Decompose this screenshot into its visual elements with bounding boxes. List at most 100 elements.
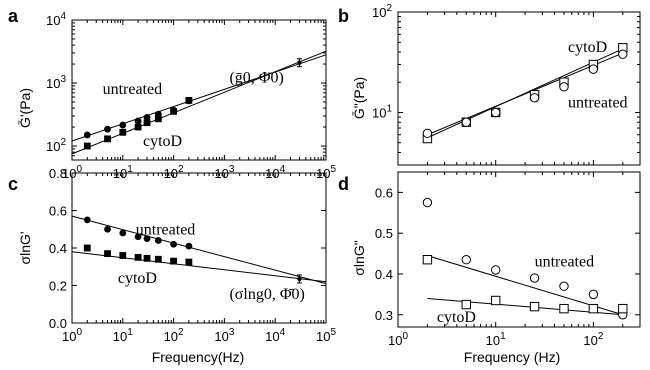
data-point-cytoD	[588, 303, 599, 314]
data-point-cytoD	[143, 119, 151, 127]
ylabel-b: Ḡ"(Pa)	[351, 77, 367, 119]
y-tick-label: 102	[372, 3, 392, 20]
data-point-cytoD	[134, 253, 142, 261]
panel-c: 100 101 102 103 104 1050.00.20.40.60.8(σlng0,…	[49, 166, 337, 344]
annotation-untreated: untreated	[568, 95, 628, 112]
data-point-untreated	[618, 49, 628, 59]
special-point-label: (ḡ0, Φ̄0)	[229, 70, 283, 87]
data-point-cytoD	[422, 254, 433, 265]
ylabel-d: σlnG"	[351, 240, 367, 275]
data-point-cytoD	[185, 258, 193, 266]
x-tick-label: 103	[214, 327, 234, 344]
panel-letter-a: a	[8, 6, 19, 26]
data-point-untreated	[104, 125, 111, 133]
data-point-untreated	[559, 281, 569, 291]
data-point-cytoD	[529, 301, 540, 312]
data-point-cytoD	[154, 255, 162, 263]
data-point-cytoD	[143, 254, 151, 262]
annotation-cytoD: cytoD	[437, 309, 476, 326]
annotation-untreated: untreated	[136, 221, 196, 238]
annotation-cytoD: cytoD	[143, 133, 182, 150]
ylabel-a: Ḡ'(Pa)	[17, 88, 33, 128]
data-point-untreated	[143, 113, 151, 121]
data-point-untreated	[461, 254, 471, 265]
data-point-untreated	[104, 225, 111, 233]
data-point-untreated	[588, 64, 599, 74]
data-point-untreated	[529, 93, 540, 103]
panel-d: 100 101 102 0.3 0.4 0.5 0.6 untreated cytoD	[375, 171, 641, 348]
data-point-cytoD	[104, 250, 111, 258]
data-point-untreated	[529, 273, 540, 283]
data-point-untreated	[83, 131, 91, 139]
special-point	[297, 276, 302, 282]
y-tick-label: 101	[372, 103, 392, 120]
data-point-cytoD	[461, 299, 471, 310]
data-point-untreated	[422, 128, 433, 139]
data-point-cytoD	[170, 107, 177, 115]
data-point-cytoD	[618, 303, 628, 314]
panel-letter-d: d	[338, 174, 349, 194]
y-tick-label: 104	[46, 11, 66, 28]
data-point-untreated	[185, 242, 193, 250]
data-point-cytoD	[104, 135, 111, 143]
data-point-cytoD	[154, 115, 162, 123]
x-tick-label: 102	[583, 331, 603, 348]
y-tick-label: 103	[46, 74, 66, 91]
y-tick-label: 0.8	[49, 166, 67, 181]
x-tick-label: 101	[113, 327, 133, 344]
data-point-cytoD	[559, 303, 569, 314]
data-point-cytoD	[119, 252, 127, 259]
y-tick-label: 0.5	[375, 226, 393, 241]
data-point-cytoD	[83, 244, 91, 252]
x-tick-label: 105	[316, 327, 336, 344]
y-tick-label: 0.6	[375, 185, 393, 200]
data-point-untreated	[83, 216, 91, 224]
y-tick-label: 0.4	[375, 267, 393, 282]
data-point-cytoD	[83, 142, 91, 150]
fit-line-cytoD	[71, 251, 327, 283]
fit-line-untreated	[71, 54, 327, 142]
annotation-untreated: untreated	[103, 81, 163, 98]
fit-line-cytoD	[71, 50, 327, 155]
panel-letter-c: c	[8, 174, 18, 194]
data-point-cytoD	[119, 128, 127, 136]
y-tick-label: 102	[46, 137, 66, 154]
data-point-untreated	[119, 121, 127, 129]
xlabel-c: Frequency(Hz)	[152, 349, 245, 365]
panel-a: 100101102103104105102103104(ḡ0, Φ̄0)untr…	[46, 11, 336, 181]
data-point-cytoD	[170, 257, 177, 265]
x-tick-label: 101	[486, 331, 506, 348]
ylabel-c: σlnG'	[17, 231, 33, 264]
annotation-cytoD: cytoD	[118, 270, 157, 287]
data-point-untreated	[490, 265, 501, 275]
panels: 100 101 102 103 104 105 102 103 104 (ḡ0, Φ̄0) untr…	[46, 3, 641, 348]
data-point-cytoD	[185, 96, 193, 104]
data-point-untreated	[490, 107, 501, 118]
data-point-untreated	[134, 117, 142, 125]
data-point-untreated	[154, 237, 162, 244]
data-point-untreated	[170, 240, 178, 248]
xlabel-d: Frequency (Hz)	[464, 349, 560, 365]
data-point-cytoD	[490, 295, 501, 306]
axes-frame-b	[397, 11, 641, 166]
data-point-untreated	[134, 233, 142, 241]
fit-line-untreated	[71, 215, 327, 285]
data-point-untreated	[119, 229, 127, 237]
data-point-untreated	[422, 197, 433, 208]
y-tick-label: 0.0	[49, 316, 67, 331]
annotation-cytoD: cytoD	[568, 39, 607, 56]
y-tick-label: 0.3	[375, 308, 393, 323]
x-tick-label: 102	[164, 327, 184, 344]
data-point-cytoD	[134, 123, 142, 131]
annotation-untreated: untreated	[535, 254, 595, 271]
panel-letter-b: b	[338, 6, 349, 26]
data-point-untreated	[588, 289, 599, 300]
special-point	[297, 60, 302, 65]
data-point-untreated	[559, 82, 569, 92]
data-point-untreated	[143, 235, 151, 243]
y-tick-label: 0.6	[49, 204, 67, 219]
axes-frame-a	[71, 19, 327, 161]
x-tick-label: 104	[265, 327, 285, 344]
y-tick-label: 0.4	[49, 241, 67, 256]
